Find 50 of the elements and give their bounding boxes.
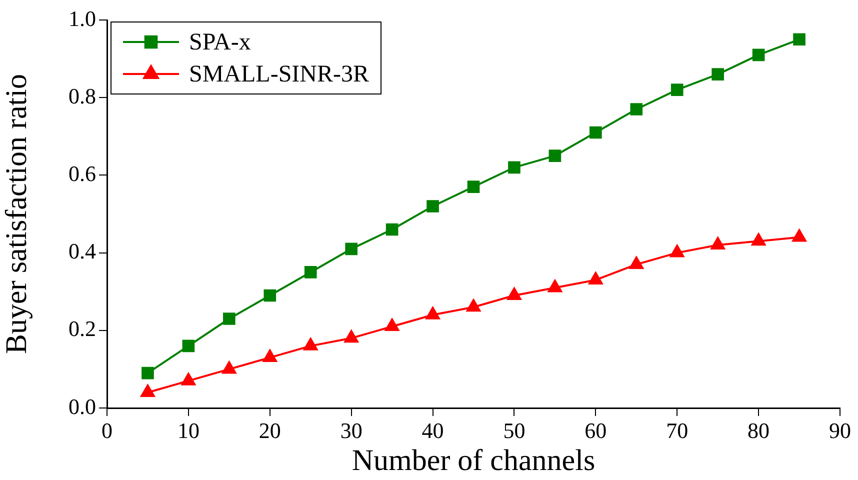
point xyxy=(466,298,481,312)
y-tick-label: 0.0 xyxy=(68,394,96,419)
point xyxy=(140,384,156,397)
point xyxy=(630,103,643,116)
point xyxy=(752,48,765,62)
y-tick-label: 0.8 xyxy=(68,83,96,108)
point xyxy=(710,236,726,250)
point xyxy=(751,232,766,246)
x-tick-label: 60 xyxy=(584,418,607,443)
x-tick-label: 30 xyxy=(340,418,362,443)
x-tick-label: 90 xyxy=(829,418,851,443)
point xyxy=(384,318,400,332)
point xyxy=(222,360,237,374)
point xyxy=(506,286,522,300)
x-tick-label: 40 xyxy=(422,418,444,443)
x-tick-label: 50 xyxy=(503,418,526,443)
point xyxy=(426,200,439,212)
x-tick-label: 20 xyxy=(258,418,281,443)
point xyxy=(712,68,724,80)
point xyxy=(670,244,685,258)
point xyxy=(548,150,562,162)
point xyxy=(792,228,807,242)
x-tick-label: 80 xyxy=(748,418,770,443)
point xyxy=(344,330,359,343)
x-tick-label: 10 xyxy=(177,418,200,443)
legend-label: SPA-x xyxy=(189,29,251,56)
point xyxy=(590,126,602,139)
point xyxy=(793,33,806,46)
y-tick-label: 0.6 xyxy=(68,160,96,186)
y-tick-label: 1.0 xyxy=(68,6,96,31)
point xyxy=(425,306,440,320)
point xyxy=(181,372,196,386)
point xyxy=(262,349,278,362)
point xyxy=(508,161,520,174)
x-tick-label: 0 xyxy=(102,418,112,443)
point xyxy=(628,256,644,269)
legend-label: SMALL-SINR-3R xyxy=(189,61,370,88)
point xyxy=(588,271,604,284)
x-tick-label: 70 xyxy=(666,418,688,443)
y-axis-title: Buyer satisfaction ratio xyxy=(0,74,33,354)
x-axis-title: Number of channels xyxy=(352,444,596,477)
point xyxy=(670,84,684,96)
point xyxy=(304,266,317,278)
y-tick-label: 0.2 xyxy=(68,316,96,342)
point xyxy=(345,242,358,256)
point xyxy=(467,180,480,193)
point xyxy=(548,279,562,292)
y-tick-label: 0.4 xyxy=(68,238,96,264)
point xyxy=(386,223,398,236)
point xyxy=(303,337,318,350)
